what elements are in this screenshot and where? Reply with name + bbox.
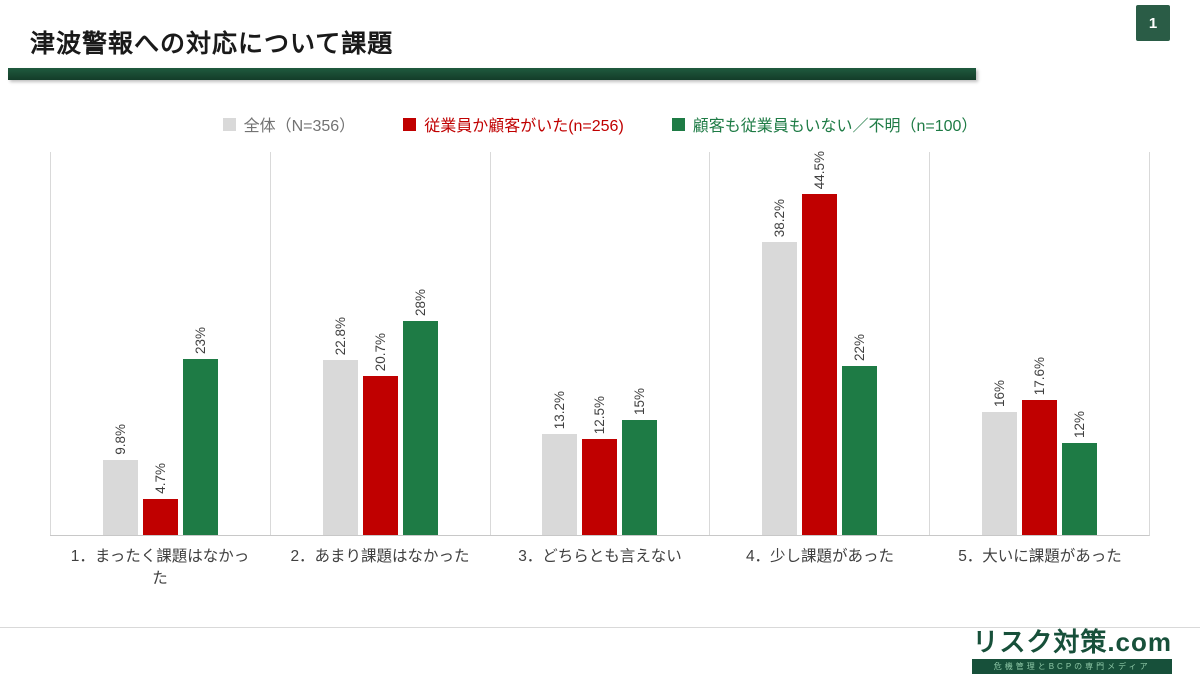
bar [1062, 443, 1098, 535]
bar-group: 22.8% 20.7% 28% [322, 152, 438, 535]
legend-swatch [403, 117, 417, 131]
bar-value-label: 15% [632, 388, 648, 416]
bar [542, 433, 578, 535]
bar-slot: 22.8% [322, 152, 358, 535]
bar [182, 358, 218, 535]
bar-group: 13.2% 12.5% 15% [542, 152, 658, 535]
logo: リスク対策.com 危機管理とBCPの専門メディア [972, 627, 1172, 675]
bar-group: 9.8% 4.7% 23% [102, 152, 218, 535]
logo-text: リスク対策.com [972, 627, 1172, 657]
bar-value-label: 16% [992, 380, 1008, 408]
bar-slot: 28% [402, 152, 438, 535]
category-panel: 16% 17.6% 12% [929, 152, 1149, 535]
bar-slot: 13.2% [542, 152, 578, 535]
legend-item: 全体（N=356） [222, 112, 356, 136]
bar-value-label: 17.6% [1032, 356, 1048, 396]
bar-group: 16% 17.6% 12% [982, 152, 1098, 535]
bar [582, 439, 618, 535]
bar-slot: 16% [982, 152, 1018, 535]
bar-value-label: 23% [192, 326, 208, 354]
bar-slot: 38.2% [762, 152, 798, 535]
category-label: 4．少し課題があった [745, 548, 895, 565]
bar [402, 320, 438, 535]
category-panel: 13.2% 12.5% 15% [489, 152, 710, 535]
bar-value-label: 28% [412, 288, 428, 316]
bar [842, 366, 878, 535]
legend-label: 全体（N=356） [243, 118, 356, 135]
bar-slot: 9.8% [102, 152, 138, 535]
bar [362, 376, 398, 535]
bar-slot: 23% [182, 152, 218, 535]
page-title: 津波警報への対応について課題 [30, 30, 394, 58]
category-label: 1．まったく課題はなかった [70, 548, 250, 587]
bar-slot: 20.7% [362, 152, 398, 535]
category-panel: 38.2% 44.5% 22% [709, 150, 929, 535]
footer-divider [0, 627, 1200, 628]
legend-label: 従業員か顧客がいた(n=256) [424, 118, 624, 135]
category-panel: 9.8% 4.7% 23% [50, 152, 270, 535]
bar-value-label: 22.8% [332, 317, 348, 356]
bar-value-label: 4.7% [152, 463, 168, 494]
plot-area: 9.8% 4.7% 23% 22.8% 20.7% 28% 13.2% 12.5% 15% 38.… [50, 150, 1150, 536]
bar [1022, 400, 1058, 535]
bar-value-label: 13.2% [552, 390, 568, 429]
bar-value-label: 44.5% [812, 150, 828, 190]
bar-slot: 22% [842, 152, 878, 535]
bar [322, 360, 358, 535]
bar-slot: 12.5% [582, 152, 618, 535]
category-panel: 22.8% 20.7% 28% [269, 152, 490, 535]
category-label: 5．大いに課題があった [958, 548, 1122, 565]
category-label: 2．あまり課題はなかった [290, 548, 470, 565]
bar [142, 499, 178, 535]
bar-value-label: 12% [1072, 411, 1088, 439]
bar-value-label: 20.7% [372, 333, 388, 372]
legend-swatch [222, 117, 236, 131]
bar-value-label: 38.2% [772, 199, 788, 238]
bar-value-label: 22% [852, 334, 868, 362]
bar [102, 459, 138, 535]
legend-item: 顧客も従業員もいない／不明（n=100） [671, 112, 978, 136]
bar-value-label: 9.8% [112, 424, 128, 455]
bar-slot: 15% [622, 152, 658, 535]
bar-slot: 17.6% [1022, 152, 1058, 535]
category-label: 3．どちらとも言えない [518, 548, 682, 565]
legend-item: 従業員か顧客がいた(n=256) [403, 112, 624, 136]
chart-area: 9.8% 4.7% 23% 22.8% 20.7% 28% 13.2% 12.5% 15% 38.… [50, 150, 1150, 589]
bar-slot: 4.7% [142, 152, 178, 535]
bar [982, 412, 1018, 535]
logo-tagline: 危機管理とBCPの専門メディア [972, 659, 1172, 675]
category-axis: 1．まったく課題はなかった 2．あまり課題はなかった 3．どちらとも言えない 4．少し… [50, 546, 1150, 589]
bar-slot: 44.5% [802, 150, 838, 535]
bar [762, 242, 798, 535]
bar-slot: 12% [1062, 152, 1098, 535]
page-number-badge: 1 [1136, 5, 1170, 41]
legend-swatch [671, 117, 685, 131]
bar [802, 194, 838, 535]
bar [622, 420, 658, 535]
title-underline [8, 68, 976, 80]
bar-group: 38.2% 44.5% 22% [762, 150, 878, 535]
legend: 全体（N=356） 従業員か顧客がいた(n=256) 顧客も従業員もいない／不明（n… [0, 112, 1200, 136]
legend-label: 顧客も従業員もいない／不明（n=100） [692, 118, 978, 135]
bar-value-label: 12.5% [592, 395, 608, 435]
